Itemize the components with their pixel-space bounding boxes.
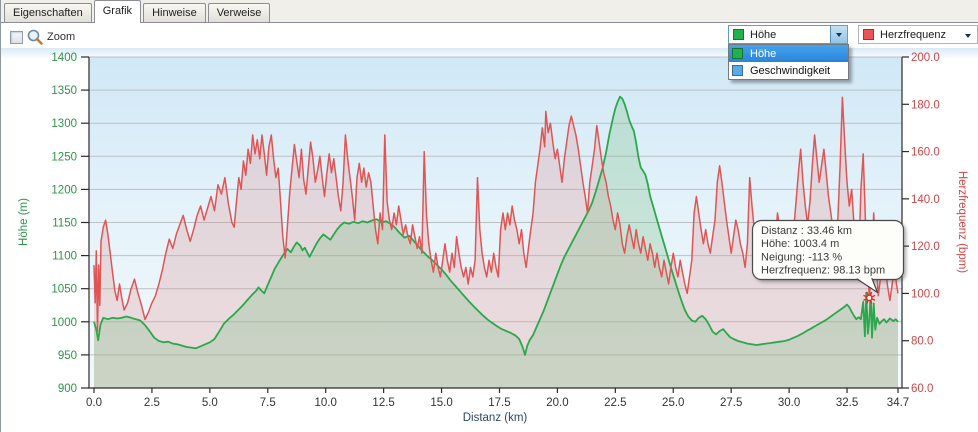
svg-text:1050: 1050 bbox=[51, 284, 77, 296]
secondary-series-color-chip bbox=[863, 29, 874, 40]
svg-text:30.0: 30.0 bbox=[778, 397, 800, 409]
svg-text:100.0: 100.0 bbox=[911, 288, 940, 300]
svg-text:950: 950 bbox=[58, 350, 77, 362]
magnifier-icon[interactable] bbox=[26, 28, 44, 46]
tooltip-line: Neigung: -113 % bbox=[761, 251, 842, 263]
right-axis-labels: 60.0 80.0 100.0 120.0 140.0 160.0 180.0 200.0 bbox=[902, 52, 940, 395]
secondary-series-combobox[interactable]: Herzfrequenz bbox=[858, 25, 978, 44]
svg-text:32.5: 32.5 bbox=[836, 397, 858, 409]
svg-text:25.0: 25.0 bbox=[662, 397, 684, 409]
elevation-line bbox=[93, 95, 899, 356]
svg-text:1350: 1350 bbox=[51, 85, 77, 97]
tab-eigenschaften[interactable]: Eigenschaften bbox=[4, 3, 92, 22]
tooltip-line: Herzfrequenz: 98.13 bpm bbox=[761, 265, 885, 277]
svg-text:7.5: 7.5 bbox=[260, 397, 276, 409]
svg-text:1300: 1300 bbox=[51, 118, 77, 130]
svg-text:1000: 1000 bbox=[51, 317, 77, 329]
point-marker bbox=[863, 291, 876, 304]
dropdown-item-1[interactable]: Höhe bbox=[729, 45, 848, 62]
svg-text:160.0: 160.0 bbox=[911, 147, 940, 159]
svg-text:1400: 1400 bbox=[51, 52, 77, 64]
svg-text:12.5: 12.5 bbox=[372, 397, 394, 409]
svg-text:60.0: 60.0 bbox=[911, 383, 933, 395]
svg-text:180.0: 180.0 bbox=[911, 99, 940, 111]
svg-text:17.5: 17.5 bbox=[488, 397, 510, 409]
svg-text:2.5: 2.5 bbox=[144, 397, 160, 409]
x-axis-labels: 0.0 2.5 5.0 7.5 10.0 12.5 15.0 17.5 20.0 22.5 25.0… bbox=[86, 388, 909, 409]
tooltip-line: Distanz : 33.46 km bbox=[761, 225, 852, 237]
svg-text:200.0: 200.0 bbox=[911, 52, 940, 64]
tab-hinweise[interactable]: Hinweise bbox=[143, 3, 206, 22]
svg-text:1100: 1100 bbox=[52, 251, 77, 263]
dropdown-item-label: Geschwindigkeit bbox=[750, 64, 831, 77]
svg-text:0.0: 0.0 bbox=[86, 397, 102, 409]
chart-top-sheen bbox=[1, 48, 978, 59]
svg-text:120.0: 120.0 bbox=[911, 241, 940, 253]
dropdown-item-label: Höhe bbox=[750, 47, 777, 60]
chevron-down-icon bbox=[965, 34, 971, 38]
series-color-chip bbox=[732, 65, 743, 76]
svg-text:1250: 1250 bbox=[51, 151, 77, 163]
svg-text:22.5: 22.5 bbox=[604, 397, 626, 409]
svg-text:1200: 1200 bbox=[51, 184, 77, 196]
tab-verweise[interactable]: Verweise bbox=[207, 3, 271, 22]
hr-area bbox=[94, 97, 898, 388]
left-axis-title: Höhe (m) bbox=[18, 198, 30, 246]
svg-text:20.0: 20.0 bbox=[546, 397, 568, 409]
series-dropdown-list: Höhe Geschwindigkeit bbox=[728, 44, 849, 80]
svg-text:34.7: 34.7 bbox=[887, 397, 909, 409]
tab-grafik[interactable]: Grafik bbox=[93, 0, 142, 23]
primary-series-combobox[interactable]: Höhe bbox=[728, 25, 848, 44]
primary-series-value: Höhe bbox=[750, 28, 777, 41]
tab-bar: Eigenschaften Grafik Hinweise Verweise bbox=[1, 0, 978, 23]
svg-text:5.0: 5.0 bbox=[202, 397, 218, 409]
svg-text:10.0: 10.0 bbox=[315, 397, 337, 409]
primary-series-color-chip bbox=[733, 29, 744, 40]
left-axis-labels: 900 950 1000 1050 1100 1150 1200 1250 1300 1350 14… bbox=[51, 52, 89, 395]
secondary-series-value: Herzfrequenz bbox=[880, 28, 947, 41]
svg-text:15.0: 15.0 bbox=[430, 397, 452, 409]
primary-combo-dropdown-button[interactable] bbox=[830, 26, 847, 43]
svg-text:1150: 1150 bbox=[52, 218, 77, 230]
series-color-chip bbox=[732, 48, 743, 59]
zoom-checkbox[interactable] bbox=[10, 31, 23, 44]
right-axis-title: Herzfrequenz (bpm) bbox=[956, 171, 968, 273]
x-axis-title: Distanz (km) bbox=[463, 412, 528, 424]
chevron-down-icon bbox=[836, 32, 842, 37]
elevation-area bbox=[94, 96, 898, 388]
zoom-label: Zoom bbox=[47, 31, 76, 43]
tooltip-line: Höhe: 1003.4 m bbox=[761, 238, 839, 250]
dropdown-item-2[interactable]: Geschwindigkeit bbox=[729, 62, 848, 79]
svg-text:140.0: 140.0 bbox=[911, 194, 940, 206]
svg-text:80.0: 80.0 bbox=[911, 336, 933, 348]
svg-text:27.5: 27.5 bbox=[720, 397, 742, 409]
svg-text:900: 900 bbox=[58, 383, 77, 395]
